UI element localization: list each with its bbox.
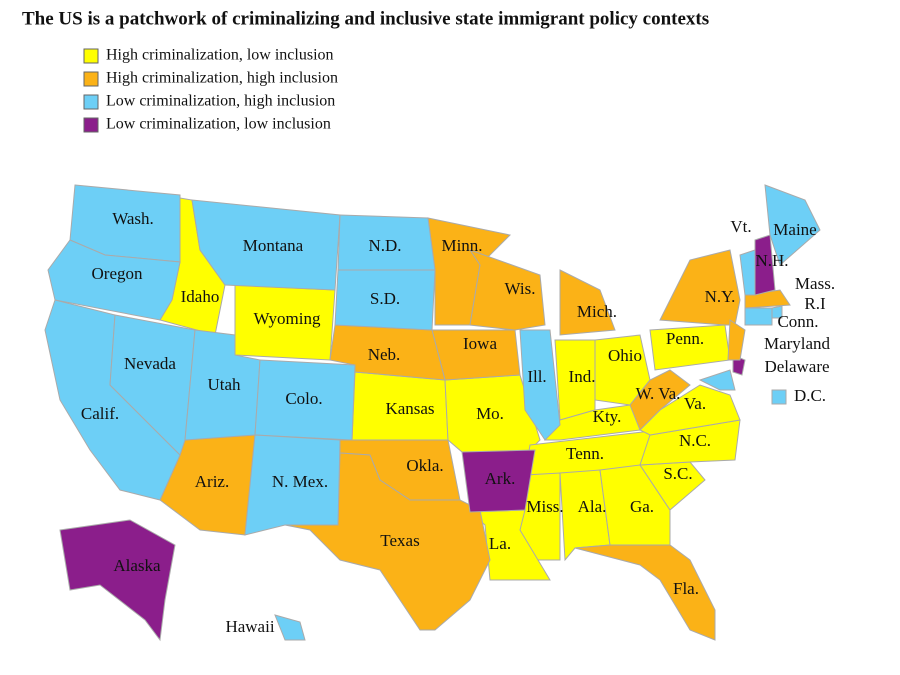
state-label: Kty. <box>593 407 622 426</box>
state-label: Iowa <box>463 334 497 353</box>
legend-label: High criminalization, high inclusion <box>106 70 338 87</box>
state-label: Calif. <box>81 404 119 423</box>
state-shape <box>659 249 741 326</box>
state-shape <box>254 359 356 441</box>
state-label: D.C. <box>794 386 826 405</box>
state-label: Idaho <box>181 287 220 306</box>
legend-label: High criminalization, low inclusion <box>106 47 334 64</box>
state-shape <box>754 234 776 296</box>
state-label: N.C. <box>679 431 711 450</box>
state-label: Montana <box>243 236 304 255</box>
state-label: Kansas <box>385 399 434 418</box>
state-shape <box>739 249 756 296</box>
state-shape <box>334 269 436 331</box>
state-label: Okla. <box>406 456 443 475</box>
state-label: N.Y. <box>705 287 736 306</box>
state-label: Ohio <box>608 346 642 365</box>
state-label: Ga. <box>630 497 654 516</box>
legend-label: Low criminalization, low inclusion <box>106 116 331 133</box>
state-label: Minn. <box>441 236 482 255</box>
state-label: Neb. <box>368 345 401 364</box>
state-label: Wash. <box>112 209 154 228</box>
state-shape <box>47 239 181 321</box>
state-label: Wis. <box>505 279 536 298</box>
state-label: Vt. <box>730 217 751 236</box>
state-label: Penn. <box>666 329 704 348</box>
state-label: Mich. <box>577 302 617 321</box>
map-title: The US is a patchwork of criminalizing a… <box>22 8 709 29</box>
state-shape <box>727 319 746 361</box>
state-label: La. <box>489 534 511 553</box>
state-shape <box>191 199 341 291</box>
state-label: Mo. <box>476 404 504 423</box>
state-label: Maine <box>773 220 816 239</box>
state-shape <box>698 369 736 391</box>
state-label: Ariz. <box>195 472 229 491</box>
state-label: Fla. <box>673 579 699 598</box>
state-label: Texas <box>380 531 419 550</box>
state-label: Utah <box>207 375 241 394</box>
state-shape <box>59 519 176 642</box>
state-shape <box>764 184 821 266</box>
state-label: Colo. <box>285 389 322 408</box>
state-label: W. Va. <box>636 384 681 403</box>
state-shape <box>771 389 787 405</box>
state-label: Alaska <box>113 556 161 575</box>
legend-label: Low criminalization, high inclusion <box>106 93 335 110</box>
state-label: Ill. <box>527 367 546 386</box>
state-shape <box>109 314 196 456</box>
state-label: Nevada <box>124 354 176 373</box>
state-label: N. Mex. <box>272 472 328 491</box>
state-label: Maryland <box>764 334 831 353</box>
state-label: Hawaii <box>225 617 274 636</box>
legend-swatch <box>83 71 99 87</box>
legend-swatch <box>83 48 99 64</box>
state-label: Va. <box>684 394 706 413</box>
legend-swatch <box>83 94 99 110</box>
state-shape <box>629 369 691 431</box>
state-label: Ind. <box>569 367 596 386</box>
state-shape <box>274 614 306 641</box>
legend-swatch <box>83 117 99 133</box>
state-shape <box>744 307 773 326</box>
state-label: R.I <box>804 294 826 313</box>
state-label: Miss. <box>526 497 563 516</box>
state-label: Oregon <box>92 264 143 283</box>
state-shape <box>519 329 561 441</box>
state-shape <box>574 544 716 641</box>
state-shape <box>461 449 536 513</box>
state-label: Delaware <box>764 357 829 376</box>
state-label: Tenn. <box>566 444 604 463</box>
state-label: N.D. <box>368 236 401 255</box>
state-label: Wyoming <box>254 309 321 328</box>
state-label: S.D. <box>370 289 400 308</box>
state-shape <box>244 434 341 536</box>
state-label: N.H. <box>755 251 788 270</box>
state-label: Ark. <box>485 469 516 488</box>
state-shape <box>559 269 616 336</box>
state-label: S.C. <box>663 464 692 483</box>
state-shape <box>599 464 671 546</box>
state-label: Mass. <box>795 274 835 293</box>
state-label: Conn. <box>777 312 818 331</box>
state-label: Ala. <box>578 497 607 516</box>
state-shape <box>284 452 491 631</box>
